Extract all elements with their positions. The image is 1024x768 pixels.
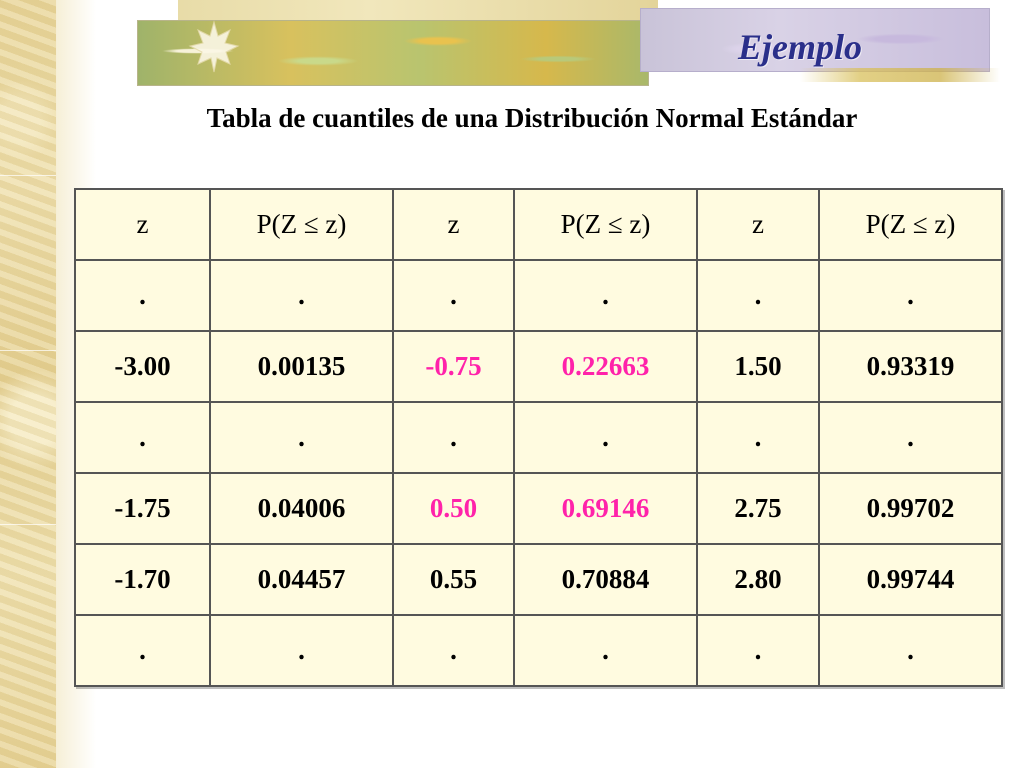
table-row: . . . . . . [74,614,1003,687]
quantile-table-container: z P(Z ≤ z) z P(Z ≤ z) z P(Z ≤ z) . . . .… [74,188,1003,687]
column-header: z [74,188,211,261]
table-cell: . [513,259,698,332]
header-banner-right-image [640,8,990,72]
table-cell: . [392,614,515,687]
table-cell: -3.00 [74,330,211,403]
table-row: . . . . . . [74,259,1003,332]
table-cell: 0.50 [392,472,515,545]
table-cell: . [818,614,1003,687]
table-cell: 0.99744 [818,543,1003,616]
banner-top-decoration [178,0,658,22]
page-title: Tabla de cuantiles de una Distribución N… [206,103,858,133]
table-cell: -1.70 [74,543,211,616]
table-cell: 0.00135 [209,330,394,403]
table-cell: 2.75 [696,472,820,545]
table-header-row: z P(Z ≤ z) z P(Z ≤ z) z P(Z ≤ z) [74,188,1003,261]
maple-leaf-icon [188,20,240,73]
table-cell: . [696,614,820,687]
table-cell: . [392,401,515,474]
table-row: -1.70 0.04457 0.55 0.70884 2.80 0.99744 [74,543,1003,616]
table-cell: . [696,259,820,332]
header-title: Ejemplo [738,27,862,67]
table-cell: -1.75 [74,472,211,545]
table-cell: 0.70884 [513,543,698,616]
table-cell: 0.04006 [209,472,394,545]
table-cell: 0.69146 [513,472,698,545]
table-row: -1.75 0.04006 0.50 0.69146 2.75 0.99702 [74,472,1003,545]
table-cell: 2.80 [696,543,820,616]
column-header: z [392,188,515,261]
table-row: . . . . . . [74,401,1003,474]
table-cell: . [74,401,211,474]
column-header: P(Z ≤ z) [513,188,698,261]
table-cell: 0.04457 [209,543,394,616]
parchment-seam [0,524,56,525]
table-cell: . [818,401,1003,474]
parchment-seam [0,175,56,176]
table-cell: . [209,259,394,332]
table-cell: 1.50 [696,330,820,403]
column-header: z [696,188,820,261]
table-row: -3.00 0.00135 -0.75 0.22663 1.50 0.93319 [74,330,1003,403]
table-cell: . [513,401,698,474]
table-cell: . [696,401,820,474]
column-header: P(Z ≤ z) [818,188,1003,261]
table-cell: 0.22663 [513,330,698,403]
table-cell: . [209,614,394,687]
parchment-seam [0,350,56,351]
table-cell: 0.55 [392,543,515,616]
table-cell: -0.75 [392,330,515,403]
banner-grain-strip [800,68,1000,82]
quantile-table: z P(Z ≤ z) z P(Z ≤ z) z P(Z ≤ z) . . . .… [74,188,1003,687]
table-cell: . [74,614,211,687]
table-cell: 0.93319 [818,330,1003,403]
table-cell: . [818,259,1003,332]
table-cell: . [74,259,211,332]
table-cell: 0.99702 [818,472,1003,545]
column-header: P(Z ≤ z) [209,188,394,261]
table-cell: . [209,401,394,474]
table-cell: . [513,614,698,687]
table-cell: . [392,259,515,332]
